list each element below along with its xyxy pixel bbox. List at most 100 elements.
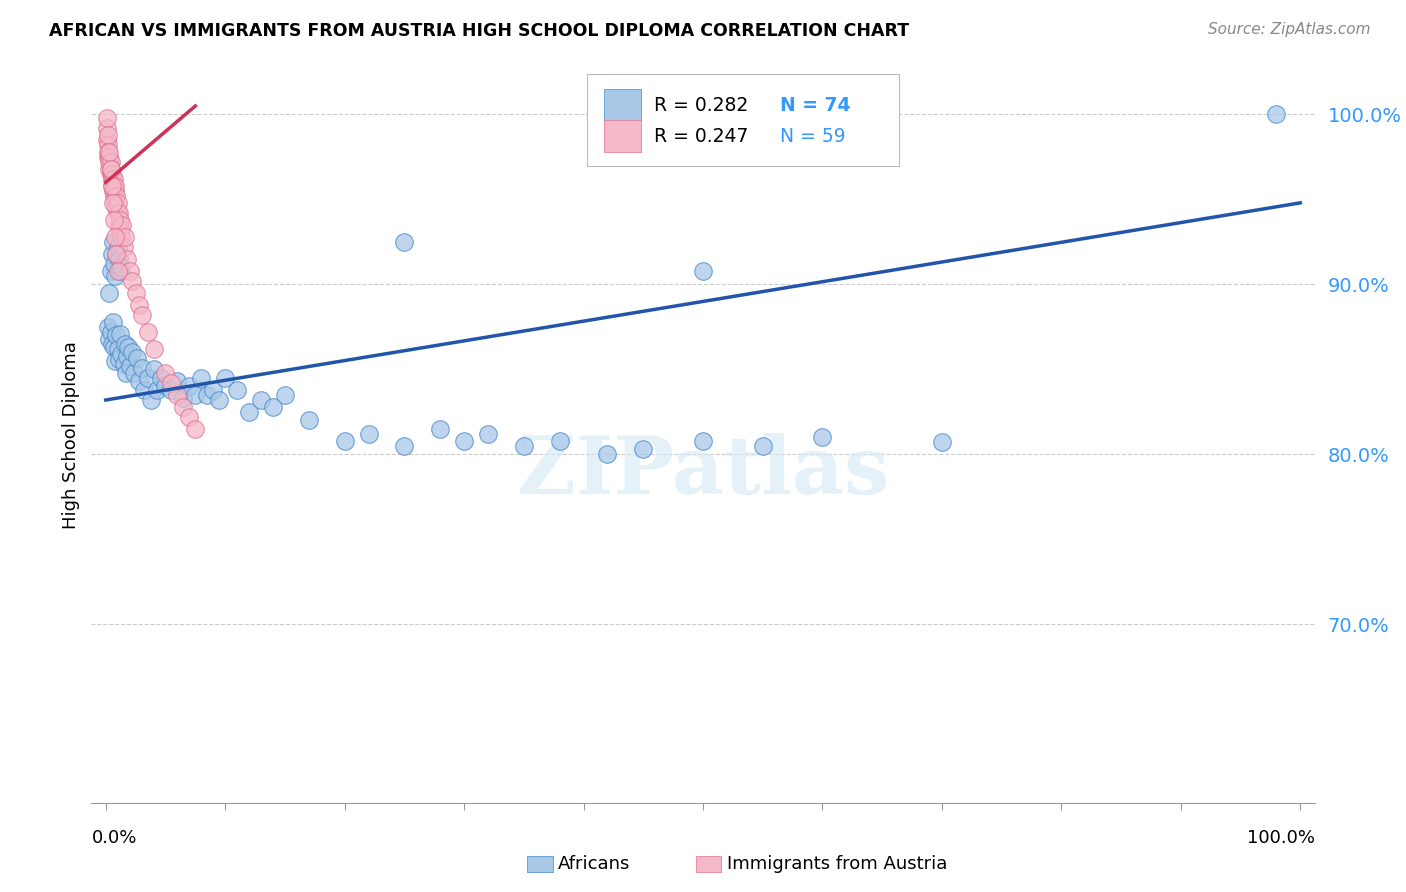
Point (128, 298, 150, 312)
Point (104, 268, 127, 283)
Point (101, 184, 124, 198)
Text: AFRICAN VS IMMIGRANTS FROM AUSTRIA HIGH SCHOOL DIPLOMA CORRELATION CHART: AFRICAN VS IMMIGRANTS FROM AUSTRIA HIGH … (49, 22, 910, 40)
Text: R = 0.282: R = 0.282 (654, 95, 748, 115)
Point (142, 342, 165, 356)
Point (104, 178, 127, 193)
Point (108, 264, 131, 278)
Point (100, 264, 122, 278)
Point (172, 392, 194, 406)
Text: R = 0.247: R = 0.247 (654, 127, 748, 145)
Point (101, 195, 124, 210)
Point (184, 422, 207, 436)
Point (125, 351, 148, 365)
Point (115, 252, 138, 266)
Point (100, 161, 122, 176)
Point (105, 328, 128, 343)
Point (513, 439, 536, 453)
Point (118, 359, 141, 373)
Point (394, 439, 416, 453)
Point (111, 218, 134, 232)
Point (100, 155, 122, 169)
Point (179, 409, 201, 424)
Point (100, 167, 122, 181)
FancyBboxPatch shape (605, 120, 641, 153)
Point (114, 337, 136, 351)
Point (226, 383, 249, 397)
Point (208, 392, 231, 407)
Point (104, 184, 127, 198)
Point (97, 128, 120, 142)
Text: 0.0%: 0.0% (91, 830, 136, 847)
Point (100, 247, 122, 261)
Point (633, 442, 655, 457)
Point (98, 155, 121, 169)
Point (166, 374, 188, 388)
Point (103, 257, 125, 271)
Point (98, 145, 121, 159)
Point (149, 371, 172, 385)
Text: 100.0%: 100.0% (1247, 830, 1315, 847)
Point (108, 206, 131, 220)
Point (202, 383, 225, 397)
FancyBboxPatch shape (605, 89, 641, 121)
Point (114, 230, 136, 244)
Point (692, 264, 714, 278)
Point (179, 379, 201, 393)
Point (548, 434, 571, 448)
Point (100, 161, 122, 176)
Point (103, 340, 125, 354)
Point (105, 247, 128, 261)
Point (333, 434, 356, 448)
Point (100, 178, 122, 193)
Point (596, 447, 619, 461)
Point (108, 326, 131, 341)
Point (98, 161, 121, 176)
Point (394, 235, 416, 249)
Point (155, 379, 177, 393)
Point (357, 427, 380, 442)
Point (103, 172, 125, 186)
FancyBboxPatch shape (586, 74, 898, 166)
Point (132, 383, 155, 397)
Point (100, 325, 122, 339)
Point (107, 342, 129, 356)
Point (262, 400, 284, 414)
Point (97, 320, 120, 334)
Point (139, 392, 162, 407)
Point (103, 189, 125, 203)
Point (136, 371, 159, 385)
Point (115, 366, 138, 380)
Point (751, 439, 773, 453)
Point (190, 371, 212, 385)
Point (108, 223, 131, 237)
Text: Africans: Africans (558, 855, 630, 873)
Point (477, 427, 499, 442)
Point (115, 349, 138, 363)
Point (100, 172, 122, 186)
Text: Source: ZipAtlas.com: Source: ZipAtlas.com (1208, 22, 1371, 37)
Point (811, 430, 834, 444)
Point (121, 345, 143, 359)
Point (107, 195, 129, 210)
Point (214, 371, 236, 385)
Point (101, 235, 124, 249)
Point (100, 178, 122, 193)
Point (107, 240, 129, 254)
Point (103, 212, 125, 227)
Point (107, 264, 129, 278)
Point (1265, 107, 1288, 121)
Point (100, 337, 122, 351)
Point (124, 366, 146, 380)
Point (118, 264, 141, 278)
Text: ZIPatlas: ZIPatlas (517, 433, 889, 510)
Point (142, 362, 165, 376)
Point (112, 240, 135, 254)
Point (96, 133, 118, 147)
Point (104, 354, 127, 368)
Point (97, 150, 120, 164)
Point (97, 145, 120, 159)
Point (238, 405, 260, 419)
Point (121, 274, 143, 288)
Text: N = 59: N = 59 (780, 127, 845, 145)
Point (110, 230, 132, 244)
